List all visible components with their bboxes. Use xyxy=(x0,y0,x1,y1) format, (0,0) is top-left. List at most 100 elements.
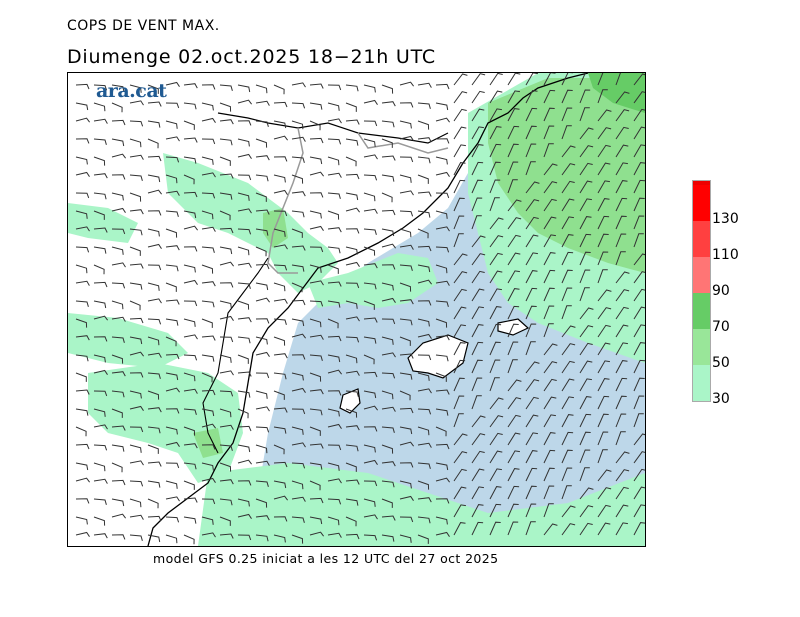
wind-barb xyxy=(111,534,126,540)
colorbar-segment-110 xyxy=(693,221,710,257)
wind-barb xyxy=(273,353,288,359)
wind-barb xyxy=(507,217,522,230)
wind-barb xyxy=(453,253,468,266)
wind-barb xyxy=(345,246,358,255)
wind-barb xyxy=(237,138,250,147)
wind-barb xyxy=(255,515,270,521)
wind-barb xyxy=(363,246,376,256)
wind-barb xyxy=(237,480,252,486)
wind-barb xyxy=(147,352,162,358)
wind-barb xyxy=(615,342,628,356)
wind-barb xyxy=(381,209,396,216)
wind-barb xyxy=(93,516,106,526)
wind-barb xyxy=(273,480,287,489)
wind-barb xyxy=(219,315,234,321)
wind-barb xyxy=(93,390,108,397)
wind-barb xyxy=(435,192,450,199)
wind-barb xyxy=(543,252,556,266)
wind-barb xyxy=(345,425,360,431)
wind-barb xyxy=(111,207,126,213)
wind-barb xyxy=(507,468,520,482)
wind-barb xyxy=(525,287,538,302)
wind-barb xyxy=(345,533,360,540)
wind-barb xyxy=(165,174,178,184)
wind-barb xyxy=(579,73,586,86)
wind-barb xyxy=(525,503,537,518)
wind-barb xyxy=(183,264,196,273)
wind-barb xyxy=(363,192,376,202)
wind-barb xyxy=(93,173,108,179)
wind-barb xyxy=(471,486,484,500)
wind-barb xyxy=(75,264,88,274)
wind-barb xyxy=(129,444,142,453)
wind-barb xyxy=(201,498,216,505)
wind-barb xyxy=(399,102,414,108)
wind-barb xyxy=(633,233,644,248)
wind-barb xyxy=(435,354,449,362)
wind-barb xyxy=(381,426,395,433)
gust-zone-30-mid xyxy=(68,313,188,368)
wind-barb xyxy=(75,83,90,90)
wind-barb xyxy=(93,210,105,220)
wind-barb xyxy=(165,353,180,360)
wind-barb xyxy=(417,426,430,436)
wind-barb xyxy=(597,215,610,230)
wind-barb xyxy=(435,300,449,307)
wind-barb xyxy=(543,73,556,86)
wind-barb xyxy=(75,210,88,219)
wind-barb xyxy=(75,408,89,416)
wind-barb xyxy=(183,462,197,470)
wind-barb xyxy=(507,270,520,284)
wind-barb xyxy=(525,181,540,194)
wind-barb xyxy=(93,533,108,539)
wind-barb xyxy=(453,359,466,374)
wind-barb xyxy=(453,233,464,248)
wind-barb xyxy=(633,197,645,212)
wind-barb xyxy=(453,288,467,302)
wind-barb xyxy=(579,449,591,464)
wind-barb xyxy=(147,120,161,128)
wind-barb xyxy=(201,246,215,253)
wind-barb xyxy=(615,504,629,518)
wind-barb xyxy=(75,280,90,286)
wind-barb xyxy=(201,281,216,287)
wind-barb xyxy=(327,300,341,308)
wind-barb xyxy=(579,89,591,104)
wind-barb xyxy=(219,408,232,418)
wind-barb xyxy=(381,372,396,379)
wind-barb xyxy=(219,282,234,288)
wind-barb xyxy=(417,191,432,197)
wind-barbs xyxy=(75,73,645,545)
wind-barb xyxy=(309,334,324,340)
wind-barb xyxy=(453,468,467,482)
wind-barb xyxy=(489,359,501,374)
wind-barb xyxy=(615,324,629,338)
wind-barb xyxy=(471,433,486,446)
wind-barb xyxy=(471,179,483,194)
wind-barb xyxy=(381,297,396,303)
wind-barb xyxy=(363,174,378,181)
wind-barb xyxy=(543,378,557,392)
wind-barb xyxy=(525,485,537,500)
wind-barb xyxy=(615,469,630,482)
wind-barb xyxy=(147,243,162,249)
wind-barb xyxy=(291,462,306,469)
wind-barb xyxy=(633,91,645,104)
wind-barb xyxy=(525,143,537,158)
wind-barb xyxy=(579,505,594,518)
wind-barb xyxy=(345,408,358,418)
wind-barb xyxy=(255,263,270,270)
wind-barb xyxy=(291,264,305,272)
wind-barb xyxy=(201,156,214,165)
gust-zone-30-coast xyxy=(308,253,438,308)
wind-barb xyxy=(129,228,143,236)
map-title: COPS DE VENT MAX. xyxy=(67,18,220,34)
wind-barb xyxy=(561,269,573,284)
wind-barb xyxy=(615,377,628,392)
wind-barb xyxy=(543,485,555,500)
gust-zone-50-east xyxy=(488,78,645,273)
wind-barb xyxy=(93,354,106,363)
wind-barb xyxy=(165,441,180,447)
wind-barb xyxy=(129,514,144,520)
wind-barb xyxy=(381,264,396,270)
